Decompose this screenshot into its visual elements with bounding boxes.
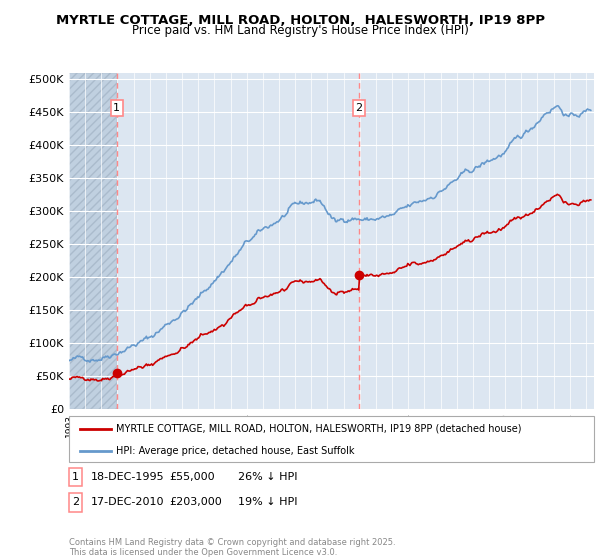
Text: £55,000: £55,000 bbox=[169, 472, 215, 482]
Text: 17-DEC-2010: 17-DEC-2010 bbox=[91, 497, 164, 507]
Text: Price paid vs. HM Land Registry's House Price Index (HPI): Price paid vs. HM Land Registry's House … bbox=[131, 24, 469, 37]
Text: 18-DEC-1995: 18-DEC-1995 bbox=[91, 472, 165, 482]
Text: 26% ↓ HPI: 26% ↓ HPI bbox=[238, 472, 298, 482]
Text: 1: 1 bbox=[72, 472, 79, 482]
Text: 2: 2 bbox=[356, 103, 362, 113]
Text: 1: 1 bbox=[113, 103, 121, 113]
Text: £203,000: £203,000 bbox=[169, 497, 222, 507]
Text: MYRTLE COTTAGE, MILL ROAD, HOLTON, HALESWORTH, IP19 8PP (detached house): MYRTLE COTTAGE, MILL ROAD, HOLTON, HALES… bbox=[116, 424, 522, 434]
Text: 2: 2 bbox=[72, 497, 79, 507]
Text: HPI: Average price, detached house, East Suffolk: HPI: Average price, detached house, East… bbox=[116, 446, 355, 455]
FancyBboxPatch shape bbox=[69, 416, 594, 462]
Text: MYRTLE COTTAGE, MILL ROAD, HOLTON,  HALESWORTH, IP19 8PP: MYRTLE COTTAGE, MILL ROAD, HOLTON, HALES… bbox=[56, 14, 545, 27]
Text: Contains HM Land Registry data © Crown copyright and database right 2025.
This d: Contains HM Land Registry data © Crown c… bbox=[69, 538, 395, 557]
Text: 19% ↓ HPI: 19% ↓ HPI bbox=[238, 497, 298, 507]
Bar bbox=[69, 73, 117, 409]
